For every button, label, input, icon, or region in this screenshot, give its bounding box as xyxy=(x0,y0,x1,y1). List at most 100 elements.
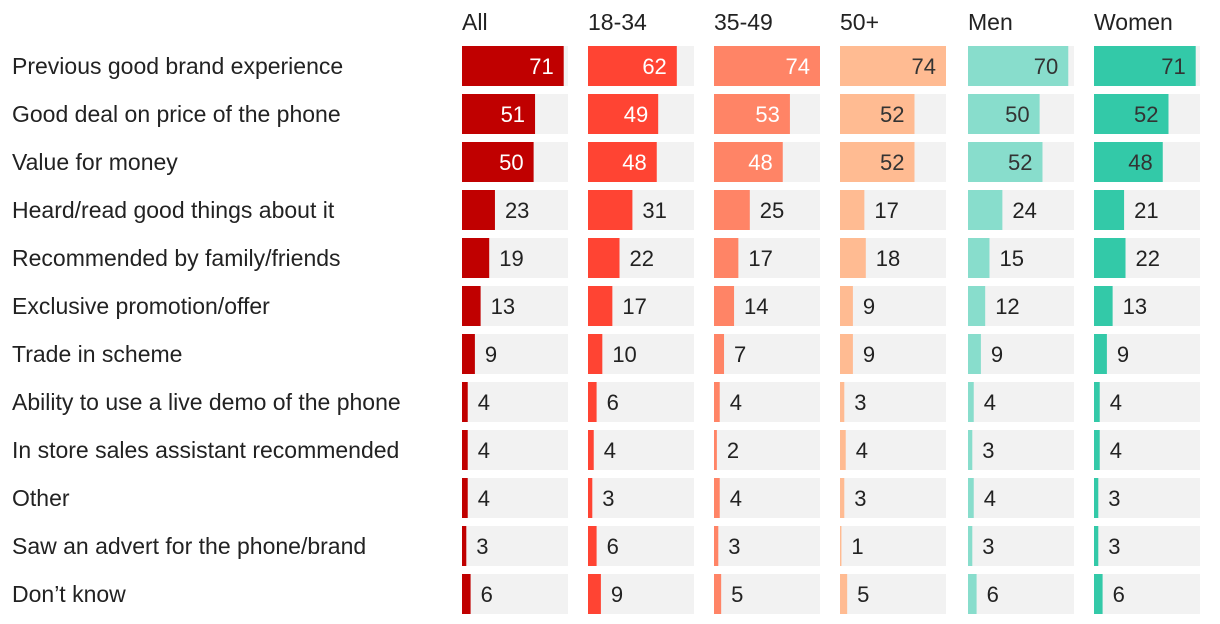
bar-men-trade-in-scheme xyxy=(968,334,981,374)
bar-men-value-for-money xyxy=(968,142,1043,182)
value-label: 21 xyxy=(1134,198,1158,223)
value-label: 19 xyxy=(499,246,523,271)
bar-women-exclusive-promotion-offer xyxy=(1094,286,1113,326)
value-label: 5 xyxy=(731,582,743,607)
bar-track xyxy=(462,334,568,374)
category-label-in-store-sales-assistant-recommended: In store sales assistant recommended xyxy=(12,437,399,463)
bar-track xyxy=(588,478,694,518)
value-label: 71 xyxy=(529,54,553,79)
value-label: 4 xyxy=(984,486,996,511)
value-label: 2 xyxy=(727,438,739,463)
value-label: 3 xyxy=(854,486,866,511)
value-label: 48 xyxy=(748,150,772,175)
bar-women-ability-to-use-a-live-demo-of-the-phone xyxy=(1094,382,1100,422)
value-label: 25 xyxy=(760,198,784,223)
category-label-heard-read-good-things-about-it: Heard/read good things about it xyxy=(12,197,335,223)
value-label: 18 xyxy=(876,246,900,271)
category-label-trade-in-scheme: Trade in scheme xyxy=(12,341,182,367)
bar-men-ability-to-use-a-live-demo-of-the-phone xyxy=(968,382,974,422)
value-label: 3 xyxy=(728,534,740,559)
bar-track xyxy=(968,382,1074,422)
value-label: 17 xyxy=(622,294,646,319)
column-header-50: 50+ xyxy=(840,9,879,35)
bar-all-exclusive-promotion-offer xyxy=(462,286,481,326)
bar-50-previous-good-brand-experience xyxy=(840,46,946,86)
value-label: 3 xyxy=(982,438,994,463)
value-label: 4 xyxy=(1110,438,1122,463)
value-label: 9 xyxy=(863,294,875,319)
bar-18-34-previous-good-brand-experience xyxy=(588,46,677,86)
value-label: 14 xyxy=(744,294,768,319)
bar-18-34-value-for-money xyxy=(588,142,657,182)
bar-track xyxy=(840,574,946,614)
bar-men-good-deal-on-price-of-the-phone xyxy=(968,94,1040,134)
bar-track xyxy=(968,334,1074,374)
bar-35-49-in-store-sales-assistant-recommended xyxy=(714,430,717,470)
bar-50-ability-to-use-a-live-demo-of-the-phone xyxy=(840,382,845,422)
value-label: 7 xyxy=(734,342,746,367)
bar-track xyxy=(588,334,694,374)
bar-50-exclusive-promotion-offer xyxy=(840,286,853,326)
column-header-women: Women xyxy=(1094,9,1173,35)
bar-track xyxy=(588,526,694,566)
value-label: 31 xyxy=(642,198,666,223)
bar-track xyxy=(968,430,1074,470)
bar-track xyxy=(462,478,568,518)
value-label: 13 xyxy=(491,294,515,319)
value-label: 4 xyxy=(730,390,742,415)
bar-women-saw-an-advert-for-the-phone-brand xyxy=(1094,526,1099,566)
column-header-all: All xyxy=(462,9,488,35)
value-label: 6 xyxy=(987,582,999,607)
value-label: 74 xyxy=(786,54,810,79)
value-label: 4 xyxy=(1110,390,1122,415)
bar-women-previous-good-brand-experience xyxy=(1094,46,1196,86)
bar-track xyxy=(714,526,820,566)
category-label-other: Other xyxy=(12,485,70,511)
category-label-good-deal-on-price-of-the-phone: Good deal on price of the phone xyxy=(12,101,341,127)
bar-track xyxy=(462,574,568,614)
bar-track xyxy=(968,286,1074,326)
bar-track xyxy=(840,430,946,470)
value-label: 4 xyxy=(604,438,616,463)
value-label: 22 xyxy=(630,246,654,271)
bar-18-34-ability-to-use-a-live-demo-of-the-phone xyxy=(588,382,597,422)
bar-18-34-heard-read-good-things-about-it xyxy=(588,190,633,230)
value-label: 71 xyxy=(1161,54,1185,79)
bar-50-recommended-by-family-friends xyxy=(840,238,866,278)
bar-50-don-t-know xyxy=(840,574,848,614)
bar-women-in-store-sales-assistant-recommended xyxy=(1094,430,1100,470)
value-label: 9 xyxy=(991,342,1003,367)
bar-18-34-exclusive-promotion-offer xyxy=(588,286,613,326)
bars xyxy=(462,46,1196,614)
bar-track xyxy=(1094,478,1200,518)
bar-men-heard-read-good-things-about-it xyxy=(968,190,1003,230)
bar-track xyxy=(968,574,1074,614)
bar-men-don-t-know xyxy=(968,574,977,614)
bar-18-34-in-store-sales-assistant-recommended xyxy=(588,430,594,470)
value-label: 1 xyxy=(851,534,863,559)
bar-men-recommended-by-family-friends xyxy=(968,238,990,278)
bar-track xyxy=(968,526,1074,566)
category-label-value-for-money: Value for money xyxy=(12,149,178,175)
bar-women-don-t-know xyxy=(1094,574,1103,614)
bar-all-trade-in-scheme xyxy=(462,334,475,374)
bar-35-49-don-t-know xyxy=(714,574,722,614)
value-label: 4 xyxy=(478,390,490,415)
bar-50-heard-read-good-things-about-it xyxy=(840,190,865,230)
bar-men-other xyxy=(968,478,974,518)
value-label: 50 xyxy=(1005,102,1029,127)
column-header-18-34: 18-34 xyxy=(588,9,647,35)
value-label: 12 xyxy=(995,294,1019,319)
bar-track xyxy=(1094,334,1200,374)
bar-women-good-deal-on-price-of-the-phone xyxy=(1094,94,1169,134)
category-label-previous-good-brand-experience: Previous good brand experience xyxy=(12,53,343,79)
bar-35-49-other xyxy=(714,478,720,518)
value-label: 4 xyxy=(856,438,868,463)
bar-35-49-good-deal-on-price-of-the-phone xyxy=(714,94,790,134)
bar-track xyxy=(714,334,820,374)
bar-18-34-don-t-know xyxy=(588,574,601,614)
bar-all-value-for-money xyxy=(462,142,534,182)
value-label: 3 xyxy=(854,390,866,415)
bar-women-recommended-by-family-friends xyxy=(1094,238,1126,278)
bar-all-good-deal-on-price-of-the-phone xyxy=(462,94,536,134)
